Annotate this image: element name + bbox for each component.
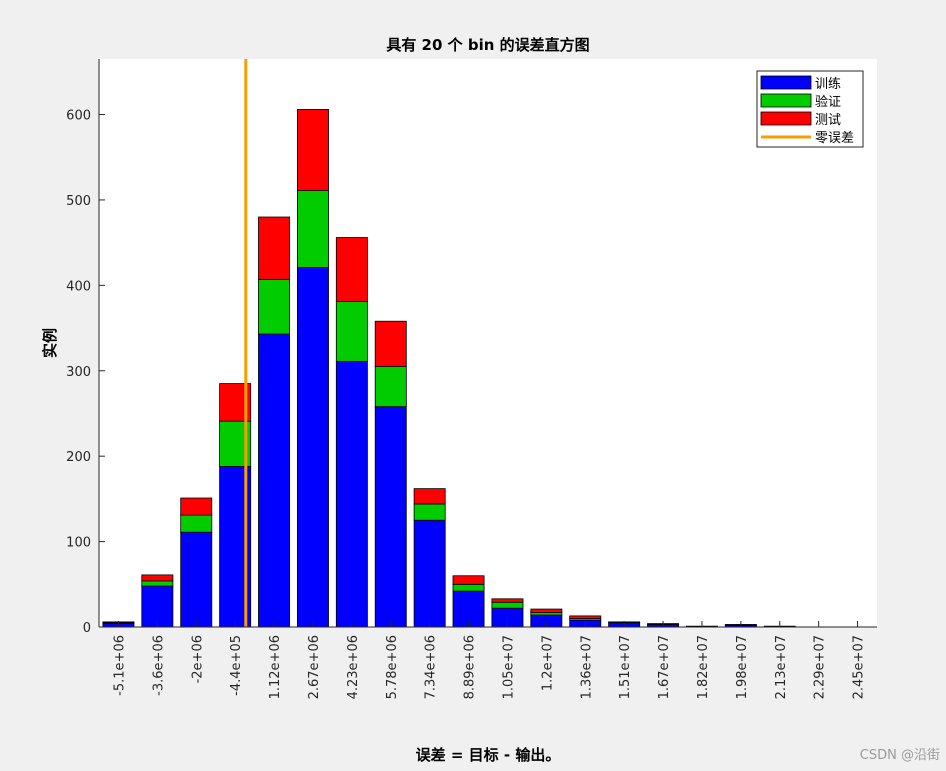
y-tick-label: 400 xyxy=(66,279,91,294)
y-tick-label: 300 xyxy=(66,365,91,380)
x-tick-label: 1.2e+07 xyxy=(540,635,555,691)
bar-1-3 xyxy=(180,531,213,628)
bar-1-9 xyxy=(413,519,446,628)
x-tick-label: -4.4e+05 xyxy=(229,635,244,696)
bar-3-6 xyxy=(296,108,329,191)
y-tick-label: 100 xyxy=(66,536,91,551)
bar-1-7 xyxy=(335,360,368,628)
legend-swatch xyxy=(760,93,812,108)
bar-2-5 xyxy=(258,278,291,335)
bar-1-6 xyxy=(296,267,329,628)
x-tick-label: 1.98e+07 xyxy=(735,635,750,699)
x-axis-label: 误差 = 目标 - 输出。 xyxy=(416,746,561,764)
x-tick-label: 5.78e+06 xyxy=(385,635,400,699)
legend-label: 零误差 xyxy=(815,131,854,146)
legend-label: 测试 xyxy=(815,113,841,128)
bar-3-12 xyxy=(530,608,563,613)
bar-3-8 xyxy=(374,320,407,367)
legend-swatch xyxy=(760,75,812,90)
y-tick-label: 200 xyxy=(66,450,91,465)
bar-2-11 xyxy=(491,601,524,609)
bar-2-2 xyxy=(141,580,174,587)
legend-swatch xyxy=(760,111,812,126)
watermark: CSDN @沿街 xyxy=(859,748,940,763)
x-tick-label: 2.13e+07 xyxy=(774,635,789,699)
bar-1-8 xyxy=(374,406,407,628)
x-tick-label: 1.12e+06 xyxy=(268,635,283,699)
legend-label: 训练 xyxy=(815,77,841,92)
y-tick-label: 600 xyxy=(66,109,91,124)
x-tick-label: -2e+06 xyxy=(190,635,205,683)
y-tick-label: 0 xyxy=(83,621,91,636)
x-tick-label: 1.82e+07 xyxy=(696,635,711,699)
bar-3-5 xyxy=(258,216,291,280)
x-tick-label: 8.89e+06 xyxy=(463,635,478,699)
bar-3-3 xyxy=(180,497,213,516)
axes-layer xyxy=(98,59,877,628)
bar-1-5 xyxy=(258,333,291,628)
x-tick-label: 1.51e+07 xyxy=(618,635,633,699)
x-tick-label: 1.05e+07 xyxy=(501,635,516,699)
x-tick-label: 2.45e+07 xyxy=(852,635,867,699)
bar-2-9 xyxy=(413,503,446,521)
x-tick-label: 1.36e+07 xyxy=(579,635,594,699)
x-tick-label: 4.23e+06 xyxy=(346,635,361,699)
x-tick-label: 1.67e+07 xyxy=(657,635,672,699)
bar-2-7 xyxy=(335,301,368,362)
bar-3-2 xyxy=(141,574,174,582)
bar-2-8 xyxy=(374,366,407,408)
bar-2-6 xyxy=(296,190,329,268)
y-ticks: 0 100 200 300 400 500 600 xyxy=(66,109,105,636)
bar-3-11 xyxy=(491,598,524,603)
bar-1-2 xyxy=(141,585,174,628)
y-tick-label: 500 xyxy=(66,194,91,209)
x-tick-label: 2.29e+07 xyxy=(813,635,828,699)
bar-2-10 xyxy=(452,583,485,592)
x-tick-label: 7.34e+06 xyxy=(424,635,439,699)
y-axis-label: 实例 xyxy=(41,328,59,358)
legend-label: 验证 xyxy=(815,94,841,110)
chart-title: 具有 20 个 bin 的误差直方图 xyxy=(386,36,589,54)
bar-3-7 xyxy=(335,237,368,302)
x-tick-label: -3.6e+06 xyxy=(151,635,166,696)
x-tick-label: 2.67e+06 xyxy=(307,635,322,699)
bar-3-9 xyxy=(413,488,446,505)
bar-2-3 xyxy=(180,514,213,533)
bar-3-13 xyxy=(569,615,602,619)
x-tick-label: -5.1e+06 xyxy=(112,635,127,696)
bar-3-10 xyxy=(452,575,485,585)
x-ticks: -5.1e+06 -3.6e+06 -2e+06 -4.4e+05 1.12e+06 2.… xyxy=(112,621,867,699)
